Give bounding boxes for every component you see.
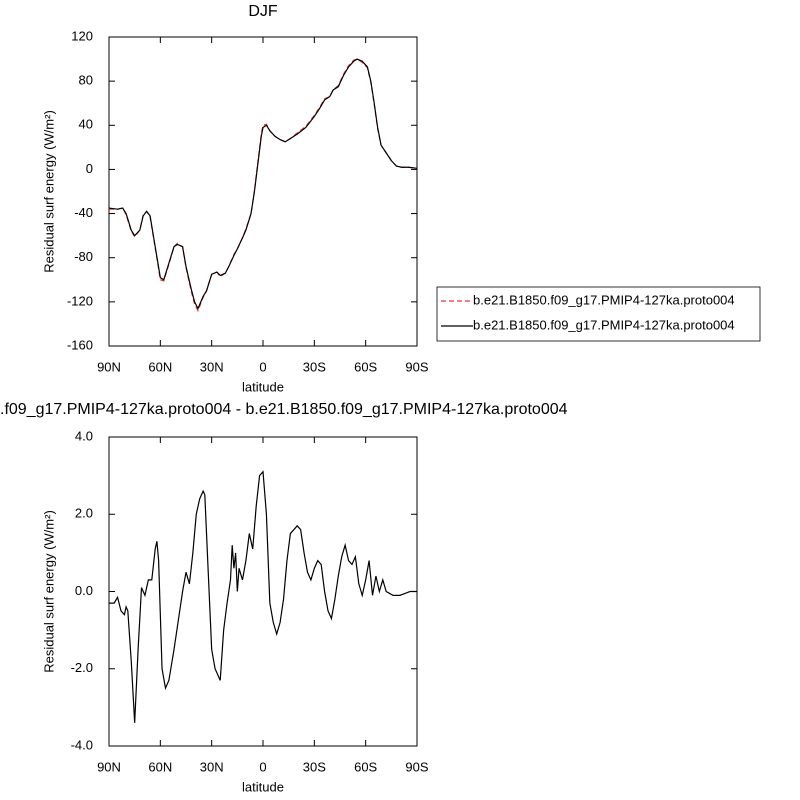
y-tick-label: -80 (74, 249, 93, 264)
x-tick-label: 90S (405, 759, 428, 774)
y-tick-label: 120 (71, 28, 93, 43)
x-axis-label: latitude (242, 779, 284, 794)
legend-label: b.e21.B1850.f09_g17.PMIP4-127ka.proto004 (473, 292, 735, 307)
y-tick-label: -4.0 (71, 737, 93, 752)
y-tick-label: 40 (79, 117, 93, 132)
legend-label: b.e21.B1850.f09_g17.PMIP4-127ka.proto004 (473, 317, 735, 332)
y-tick-label: 0 (86, 161, 93, 176)
y-tick-label: -120 (67, 293, 93, 308)
x-tick-label: 0 (259, 359, 266, 374)
data-line (109, 58, 418, 313)
legend-box (436, 286, 761, 342)
y-tick-label: 0.0 (75, 583, 93, 598)
x-tick-label: 90N (97, 359, 121, 374)
y-tick-label: -160 (67, 337, 93, 352)
y-tick-label: -2.0 (71, 660, 93, 675)
y-tick-label: 80 (79, 73, 93, 88)
data-line (108, 58, 418, 310)
x-tick-label: 60N (148, 759, 172, 774)
chart-title: .f09_g17.PMIP4-127ka.proto004 - b.e21.B1… (0, 401, 568, 418)
x-tick-label: 90S (405, 359, 428, 374)
x-tick-label: 30S (303, 359, 326, 374)
plot-frame (108, 436, 418, 747)
data-line (109, 470, 417, 723)
x-tick-label: 30S (303, 759, 326, 774)
chart-title: DJF (248, 3, 278, 20)
x-tick-label: 0 (259, 759, 266, 774)
x-tick-label: 60S (354, 359, 377, 374)
y-tick-label: 2.0 (75, 506, 93, 521)
x-tick-label: 30N (200, 759, 224, 774)
x-tick-label: 60S (354, 759, 377, 774)
x-axis-label: latitude (242, 379, 284, 394)
x-tick-label: 30N (200, 359, 224, 374)
y-tick-label: 4.0 (75, 428, 93, 443)
x-tick-label: 90N (97, 759, 121, 774)
y-axis-label: Residual surf energy (W/m²) (41, 510, 56, 673)
y-tick-label: -40 (74, 205, 93, 220)
y-axis-label: Residual surf energy (W/m²) (41, 110, 56, 273)
x-tick-label: 60N (148, 359, 172, 374)
